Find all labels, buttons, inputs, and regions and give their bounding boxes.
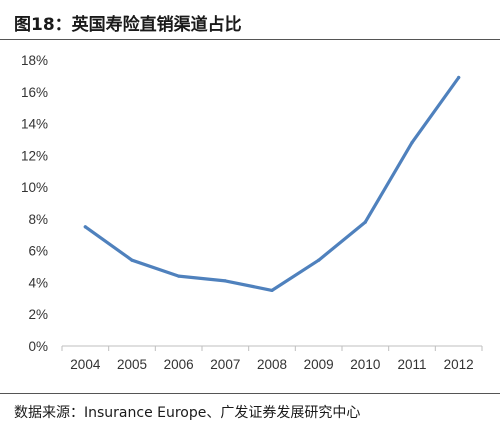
source-divider: [0, 393, 500, 394]
x-tick-label: 2009: [304, 357, 334, 372]
x-tick-label: 2005: [117, 357, 147, 372]
y-tick-label: 6%: [28, 244, 48, 259]
data-point: [410, 141, 414, 145]
y-tick-label: 18%: [21, 53, 48, 68]
data-point: [457, 75, 461, 80]
x-tick-label: 2004: [70, 357, 101, 372]
y-tick-label: 16%: [21, 85, 48, 100]
data-point: [83, 225, 87, 229]
x-tick-label: 2007: [210, 357, 240, 372]
data-point: [130, 258, 134, 262]
x-axis-ticks: 2004 2005 2006 2007 2008 2009 2010 2011 2012: [61, 346, 483, 372]
data-point: [363, 220, 367, 224]
x-tick-label: 2012: [444, 357, 474, 372]
y-tick-label: 10%: [21, 180, 48, 195]
y-tick-label: 4%: [28, 275, 48, 290]
y-axis-ticks: 0% 2% 4% 6% 8% 10% 12% 14% 16% 18%: [21, 53, 48, 354]
x-tick-label: 2006: [164, 357, 194, 372]
x-tick-label: 2008: [257, 357, 287, 372]
series-line: [83, 75, 461, 292]
data-point: [223, 279, 227, 283]
x-tick-label: 2010: [350, 357, 380, 372]
y-tick-label: 8%: [28, 212, 48, 227]
source-note: 数据来源：Insurance Europe、广发证券发展研究中心: [14, 405, 361, 421]
figure-title: 图18：英国寿险直销渠道占比: [14, 14, 242, 35]
data-point: [317, 258, 321, 262]
y-tick-label: 14%: [21, 117, 48, 132]
data-point: [270, 288, 274, 292]
y-tick-label: 0%: [28, 339, 48, 354]
data-point: [177, 274, 181, 278]
x-tick-label: 2011: [397, 357, 426, 372]
title-divider: [0, 39, 500, 40]
y-tick-label: 2%: [28, 307, 48, 322]
series-points: [83, 75, 461, 292]
y-tick-label: 12%: [21, 148, 48, 163]
